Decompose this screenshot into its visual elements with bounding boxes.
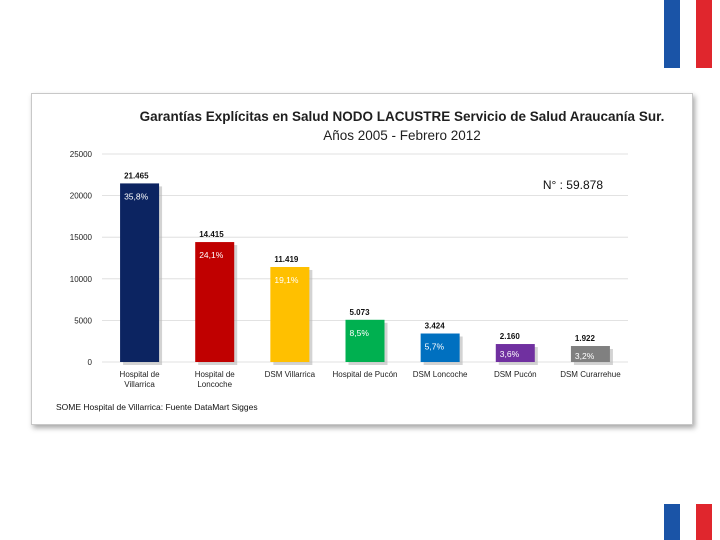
flag-stripe-red xyxy=(696,0,712,68)
bar xyxy=(420,333,460,362)
bar-value-label: 11.419 xyxy=(274,255,299,264)
bar-value-label: 3.424 xyxy=(425,322,446,331)
x-category-label: DSM Loncoche xyxy=(413,370,468,379)
y-tick-label: 10000 xyxy=(70,275,93,284)
gridlines xyxy=(102,153,628,363)
y-tick-label: 25000 xyxy=(70,150,93,159)
x-category-label: Loncoche xyxy=(197,380,232,389)
bar-group: 1.922 3,2% DSM Curarrehue xyxy=(560,334,621,379)
x-category-label: DSM Curarrehue xyxy=(560,370,621,379)
x-category-label: DSM Pucón xyxy=(494,370,537,379)
bar-percent-label: 24,1% xyxy=(199,250,224,260)
chart-title: Garantías Explícitas en Salud NODO LACUS… xyxy=(140,109,665,124)
bar-percent-label: 3,2% xyxy=(575,351,595,361)
flag-stripe-blue xyxy=(664,0,680,68)
bar-group: 3.424 5,7% DSM Loncoche xyxy=(413,322,468,379)
bar-value-label: 5.073 xyxy=(350,308,371,317)
flag-decoration-bottom xyxy=(664,504,712,540)
bar xyxy=(120,183,160,362)
x-category-label: Hospital de Pucón xyxy=(333,370,398,379)
bar-percent-label: 5,7% xyxy=(425,342,445,352)
y-tick-label: 5000 xyxy=(74,316,92,325)
y-tick-label: 0 xyxy=(88,358,93,367)
bar xyxy=(345,319,385,362)
bar-value-label: 1.922 xyxy=(575,334,596,343)
chart-frame: Garantías Explícitas en Salud NODO LACUS… xyxy=(31,93,693,425)
flag-stripe-white xyxy=(680,0,696,68)
bar-value-label: 14.415 xyxy=(199,230,224,239)
bar-percent-label: 3,6% xyxy=(500,349,520,359)
bar-percent-label: 8,5% xyxy=(350,328,370,338)
x-category-label: Hospital de xyxy=(120,370,161,379)
flag-stripe-blue xyxy=(664,504,680,540)
bar xyxy=(195,242,235,362)
flag-decoration-top xyxy=(664,0,712,68)
bar-group: 2.160 3,6% DSM Pucón xyxy=(494,332,538,379)
bar-percent-label: 35,8% xyxy=(124,191,149,201)
bar-value-label: 2.160 xyxy=(500,332,521,341)
bar-chart: Garantías Explícitas en Salud NODO LACUS… xyxy=(56,109,665,412)
bar-percent-label: 19,1% xyxy=(274,275,299,285)
total-count: N° : 59.878 xyxy=(543,178,603,192)
y-tick-label: 15000 xyxy=(70,233,93,242)
bar-group: 11.419 19,1% DSM Villarrica xyxy=(265,255,316,379)
x-category-label: Hospital de xyxy=(195,370,236,379)
y-tick-label: 20000 xyxy=(70,192,93,201)
bar xyxy=(495,344,535,362)
bar xyxy=(270,266,310,362)
bar xyxy=(570,346,610,362)
source-note: SOME Hospital de Villarrica: Fuente Data… xyxy=(56,402,258,412)
x-category-label: DSM Villarrica xyxy=(265,370,316,379)
x-category-label: Villarrica xyxy=(124,380,155,389)
bar-value-label: 21.465 xyxy=(124,171,149,180)
flag-stripe-red xyxy=(696,504,712,540)
bar-group: 5.073 8,5% Hospital de Pucón xyxy=(333,308,398,379)
flag-stripe-white xyxy=(680,504,696,540)
chart-subtitle: Años 2005 - Febrero 2012 xyxy=(323,128,481,143)
y-axis: 0 5000 10000 15000 20000 25000 xyxy=(70,150,93,367)
